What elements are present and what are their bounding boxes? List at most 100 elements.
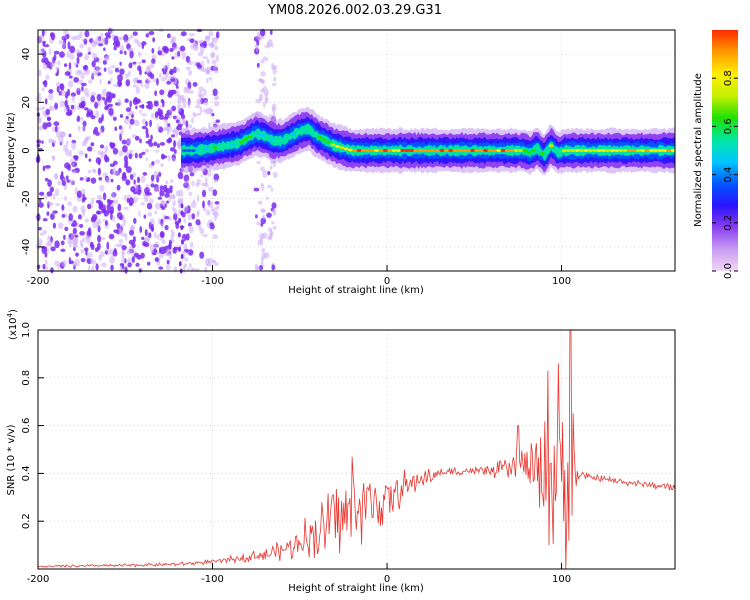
spectrogram-ridge-cell (217, 145, 222, 149)
spectrogram-noise-cell (43, 44, 50, 48)
spectrogram-noise-cell (79, 177, 84, 181)
spectrogram-noise-cell (213, 173, 220, 181)
spectrogram-noise-cell (109, 255, 115, 264)
spectrogram-noise-cell (74, 258, 80, 267)
spectrogram-noise-cell (154, 111, 159, 119)
spectrogram-noise-cell (158, 247, 162, 254)
spectrogram-noise-cell (74, 234, 79, 238)
spectrogram-noise-cell (53, 172, 59, 180)
spectrogram-noise-cell (82, 124, 86, 132)
spectrogram-noise-cell (180, 254, 184, 260)
spectrogram-noise-cell (164, 193, 170, 198)
spectrogram-noise-cell (65, 111, 72, 116)
spectrogram-noise-cell (260, 71, 266, 77)
spectrogram-noise-cell (73, 76, 79, 83)
spectrogram-ridge-cell (526, 151, 532, 155)
spectrogram-noise-cell (121, 257, 126, 263)
spectrogram-noise-cell (129, 118, 135, 125)
spectrogram-noise-cell (90, 142, 95, 147)
spectrogram-noise-cell (113, 35, 119, 44)
spectrogram-noise-cell (79, 31, 83, 39)
spectrogram-noise-cell (193, 41, 198, 48)
spectrogram-noise-cell (127, 262, 132, 268)
spectrogram-noise-cell (177, 208, 181, 217)
spectrogram-noise-cell (150, 112, 155, 119)
spectrogram-ridge-cell (465, 149, 471, 152)
spectrogram-noise-cell (104, 32, 111, 37)
spectrogram-noise-cell (132, 236, 136, 243)
spectrogram-noise-cell (50, 246, 56, 252)
spectrogram-noise-cell (185, 120, 189, 128)
spectrogram-noise-cell (135, 86, 140, 95)
spectrogram-ridge-cell (291, 133, 297, 137)
spectrogram-noise-cell (68, 75, 73, 79)
spectrogram-noise-cell (270, 187, 274, 192)
spectrogram-noise-cell (113, 199, 119, 205)
spectrogram-noise-cell (161, 206, 166, 210)
spectrogram-noise-cell (46, 116, 52, 122)
spectrogram-noise-cell (129, 229, 135, 236)
spectrogram-noise-cell (151, 161, 155, 166)
spectrogram-ridge-cell (417, 149, 423, 152)
spectrogram-noise-cell (81, 38, 85, 42)
spectrogram-ridge-cell (199, 148, 205, 152)
spectrogram-noise-cell (160, 163, 164, 168)
snr-plot-area (38, 330, 675, 569)
spectrogram-noise-cell (75, 49, 81, 55)
spectrogram-noise-cell (174, 51, 178, 59)
spectrogram-noise-cell (114, 170, 120, 176)
spectrogram-noise-cell (49, 61, 55, 68)
spectrogram-noise-cell (121, 251, 125, 259)
spectrogram-ridge-cell (238, 140, 244, 144)
spectrogram-noise-cell (113, 45, 117, 51)
spectrogram-ridge-cell (190, 149, 196, 152)
spectrogram-noise-cell (166, 72, 170, 77)
spectrogram-noise-cell (153, 232, 157, 239)
spectrogram-ridge-cell (387, 149, 393, 152)
spectrogram-noise-cell (113, 229, 119, 234)
spectrogram-noise-cell (63, 106, 68, 113)
spectrogram-noise-cell (188, 225, 194, 234)
spectrogram-noise-cell (103, 67, 107, 72)
snr-ytick-label: 0.2 (21, 513, 32, 529)
spectrogram-noise-cell (175, 67, 180, 72)
spectrogram-noise-cell (170, 229, 174, 234)
spectrogram-noise-cell (212, 88, 218, 97)
spectrogram-noise-cell (150, 183, 155, 188)
spectrogram-noise-cell (135, 105, 138, 110)
spectrogram-noise-cell (201, 189, 207, 198)
snr-series-line (37, 329, 676, 569)
spectrogram-noise-cell (104, 105, 109, 111)
spectrogram-ridge-cell (361, 149, 366, 152)
colorbar-label: Normalized spectral amplitude (693, 73, 704, 227)
spectrogram-noise-cell (101, 37, 106, 42)
spectrogram-noise-cell (213, 179, 219, 183)
spectrogram-noise-cell (42, 40, 46, 45)
spectrogram-noise-cell (272, 225, 277, 230)
spectrogram-noise-cell (139, 109, 142, 114)
spectrogram-noise-cell (83, 87, 89, 95)
spectrogram-noise-cell (121, 263, 125, 270)
spectrogram-noise-cell (144, 82, 150, 90)
spectrogram-noise-cell (144, 71, 148, 75)
spectrogram-noise-cell (262, 214, 266, 220)
spectrogram-noise-cell (81, 243, 84, 248)
spectrogram-ridge-cell (627, 149, 633, 152)
spectrogram-noise-cell (87, 227, 92, 236)
spectrogram-ridge-cell (457, 149, 462, 152)
spectrogram-noise-cell (175, 119, 180, 124)
spectrogram-noise-cell (175, 190, 181, 197)
spectrogram-ridge-cell (587, 149, 593, 152)
spectrogram-noise-cell (58, 39, 62, 45)
spectrogram-noise-cell (208, 186, 214, 192)
spectrogram-noise-cell (215, 31, 220, 39)
spectrogram-noise-cell (80, 116, 84, 122)
spectrogram-noise-cell (196, 98, 201, 106)
spectrogram-noise-cell (139, 68, 142, 76)
spectrogram-noise-cell (76, 115, 81, 122)
spectrogram-noise-cell (154, 186, 160, 193)
spectrogram-noise-cell (68, 133, 72, 138)
spectrogram-noise-cell (42, 122, 48, 130)
spectrogram-ridge-cell (413, 149, 419, 152)
spectrogram-noise-cell (48, 48, 52, 55)
